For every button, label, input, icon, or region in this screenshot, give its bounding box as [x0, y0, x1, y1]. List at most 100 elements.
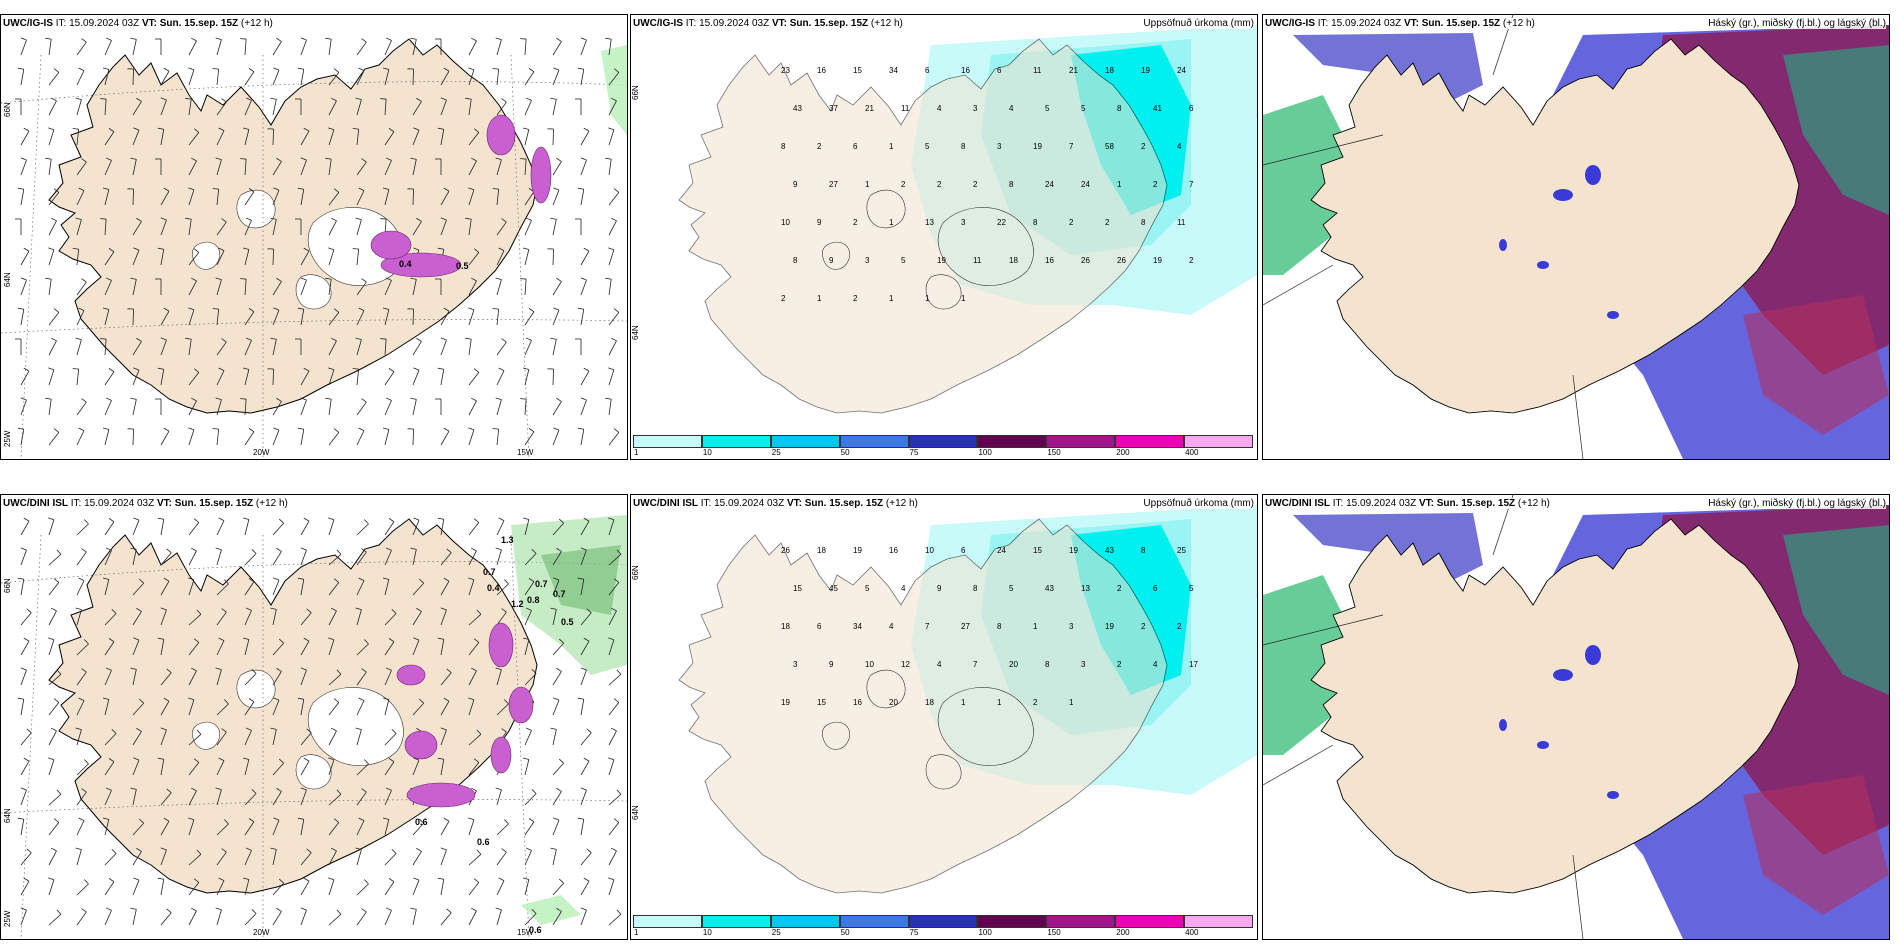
- cloud-spot: [1499, 239, 1507, 251]
- precip-value: 2: [973, 180, 978, 189]
- contour-label: 0.6: [477, 837, 490, 847]
- panel-header: UWC/IG-IS IT: 15.09.2024 03Z VT: Sun. 15…: [633, 18, 903, 29]
- colorbar-tick: 400: [1185, 448, 1199, 457]
- wind-map: 1.3 0.7 0.4 0.7 0.7 0.81.2 0.5 0.6 0.6 0.6: [1, 515, 627, 939]
- colorbar-segment: [977, 435, 1047, 448]
- precip-value: 34: [853, 622, 862, 631]
- precip-value: 9: [829, 660, 834, 669]
- precip-value: 5: [1081, 104, 1086, 113]
- precip-value: 18: [1105, 66, 1114, 75]
- precip-value: 26: [1117, 256, 1126, 265]
- colorbar-tick: 25: [771, 928, 781, 937]
- snow-patch: [486, 114, 516, 156]
- colorbar-segment: [1115, 915, 1185, 928]
- precip-value: 3: [1081, 660, 1086, 669]
- precip-value: 10: [781, 218, 790, 227]
- precip-value: 19: [1105, 622, 1114, 631]
- precip-value: 4: [889, 622, 894, 631]
- precip-value: 19: [1033, 142, 1042, 151]
- snow-patch: [530, 146, 552, 204]
- precip-value: 1: [1117, 180, 1122, 189]
- precip-value: 4: [1177, 142, 1182, 151]
- lat-label-66: 66N: [631, 85, 640, 100]
- grid-lines: [1263, 495, 1584, 939]
- precip-colorbar: 1 10 25 50 75 100 150 200 400: [633, 915, 1253, 937]
- low-cloud: [1783, 525, 1889, 695]
- precip-value: 2: [781, 294, 786, 303]
- precip-value: 8: [1045, 660, 1050, 669]
- precip-value: 19: [1141, 66, 1150, 75]
- colorbar-tick: 150: [1047, 928, 1061, 937]
- precip-value: 4: [1009, 104, 1014, 113]
- precip-value: 58: [1105, 142, 1114, 151]
- colorbar-segment: [1046, 915, 1116, 928]
- precip-value: 1: [961, 294, 966, 303]
- precip-value: 2: [1141, 622, 1146, 631]
- precip-value: 4: [937, 660, 942, 669]
- grid-lines: [1263, 15, 1584, 459]
- colorbar-segment: [977, 915, 1047, 928]
- colorbar-segment: [770, 435, 840, 448]
- colorbar-tick: 100: [978, 448, 992, 457]
- precip-value: 1: [1033, 622, 1038, 631]
- precip-value: 19: [781, 698, 790, 707]
- precip-value: 16: [961, 66, 970, 75]
- colorbar-tick: 75: [909, 928, 919, 937]
- precip-value: 2: [817, 142, 822, 151]
- precip-value: 6: [997, 66, 1002, 75]
- glacier-outline: [866, 189, 906, 229]
- lon-label-15: 15W: [517, 928, 534, 937]
- colorbar-segment: [1046, 435, 1116, 448]
- precip-value: 2: [937, 180, 942, 189]
- lat-label-66: 66N: [631, 565, 640, 580]
- lat-label-64: 64N: [631, 325, 640, 340]
- colorbar-segment: [839, 435, 909, 448]
- precip-value: 2: [901, 180, 906, 189]
- precip-value: 18: [1009, 256, 1018, 265]
- wind-map: 0.4 0.5: [1, 37, 627, 459]
- precip-value: 8: [997, 622, 1002, 631]
- contour-label: 1.3: [501, 535, 514, 545]
- panel-title: Háský (gr.), miðský (fj.bl.) og lágský (…: [1708, 498, 1886, 509]
- precip-value: 2: [1117, 584, 1122, 593]
- precip-value: 24: [1177, 66, 1186, 75]
- precip-value: 9: [817, 218, 822, 227]
- precip-value: 8: [961, 142, 966, 151]
- precip-green-area: [601, 45, 627, 135]
- lat-label-64: 64N: [3, 272, 12, 287]
- cloud-spot: [1499, 719, 1507, 731]
- colorbar-tick: 50: [840, 448, 850, 457]
- cloud-map: [1263, 15, 1889, 459]
- colorbar-segment: [1184, 915, 1253, 928]
- snow-patches: [370, 114, 552, 278]
- precip-value: 24: [1045, 180, 1054, 189]
- mid-cloud: [1743, 295, 1889, 435]
- cloud-spot: [1607, 311, 1619, 319]
- precip-value: 18: [925, 698, 934, 707]
- panel-ig-wind: UWC/IG-IS IT: 15.09.2024 03Z VT: Sun. 15…: [0, 14, 628, 460]
- precip-value: 3: [973, 104, 978, 113]
- colorbar-segment: [701, 915, 771, 928]
- panel-header: UWC/IG-IS IT: 15.09.2024 03Z VT: Sun. 15…: [1265, 18, 1535, 29]
- precip-value: 21: [1069, 66, 1078, 75]
- glacier-outline: [295, 274, 332, 310]
- precip-value: 9: [829, 256, 834, 265]
- precip-value: 5: [865, 584, 870, 593]
- lon-label-20: 20W: [253, 448, 270, 457]
- precip-value: 6: [925, 66, 930, 75]
- colorbar-tick: 100: [978, 928, 992, 937]
- iceland-landmass: [48, 38, 538, 414]
- snow-patch: [406, 782, 476, 808]
- precip-value: 8: [1033, 218, 1038, 227]
- colorbar-tick: 400: [1185, 928, 1199, 937]
- precip-value: 4: [901, 584, 906, 593]
- precip-value: 11: [1177, 218, 1186, 227]
- precip-value: 18: [781, 622, 790, 631]
- precip-value: 15: [817, 698, 826, 707]
- colorbar-segment: [701, 435, 771, 448]
- precip-value: 8: [1141, 218, 1146, 227]
- glacier-outline: [191, 721, 221, 750]
- cloud-spots: [1499, 165, 1619, 319]
- mid-cloud: [1743, 775, 1889, 915]
